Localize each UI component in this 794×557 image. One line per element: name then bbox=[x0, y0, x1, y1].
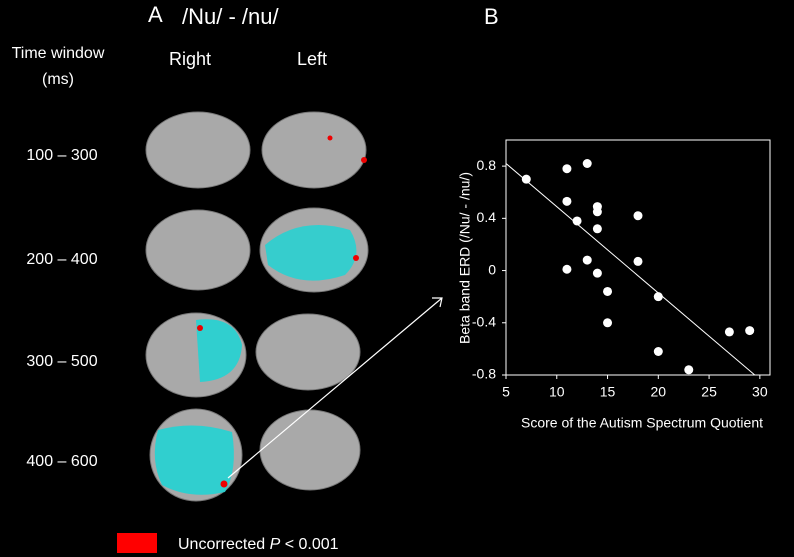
activation-spot bbox=[220, 480, 228, 488]
legend-text: Uncorrected bbox=[178, 536, 265, 553]
activation-spot bbox=[361, 157, 367, 163]
data-point bbox=[592, 207, 602, 217]
y-tick-label: 0.4 bbox=[477, 209, 497, 225]
column-header: Left bbox=[297, 49, 327, 69]
panel-title: /Nu/ - /nu/ bbox=[182, 4, 279, 29]
brain-images bbox=[145, 111, 369, 502]
activation-spot bbox=[353, 255, 359, 261]
data-point bbox=[562, 164, 572, 174]
arrow-head bbox=[432, 297, 443, 308]
x-axis-label: Score of the Autism Spectrum Quotient bbox=[521, 415, 763, 431]
brain bbox=[145, 209, 251, 291]
activation-spot bbox=[197, 325, 203, 331]
data-point bbox=[592, 268, 602, 278]
data-point bbox=[562, 196, 572, 206]
data-point bbox=[521, 174, 531, 184]
data-point bbox=[603, 318, 613, 328]
x-tick-label: 5 bbox=[502, 384, 510, 400]
data-point bbox=[653, 292, 663, 302]
activation-region bbox=[196, 319, 242, 382]
y-tick-label: -0.8 bbox=[472, 366, 496, 382]
column-header: Right bbox=[169, 49, 211, 69]
legend-swatch bbox=[117, 533, 157, 553]
data-point bbox=[653, 347, 663, 356]
arrow bbox=[227, 297, 443, 479]
data-point bbox=[582, 255, 592, 265]
y-tick-label: 0.8 bbox=[477, 157, 497, 173]
activation-region bbox=[154, 425, 234, 495]
row-label: 200 – 400 bbox=[26, 251, 97, 268]
activation-region bbox=[265, 225, 357, 281]
panel-label: B bbox=[484, 4, 499, 29]
data-point bbox=[592, 224, 602, 234]
brain bbox=[261, 111, 367, 189]
data-point bbox=[572, 216, 582, 226]
x-tick-label: 10 bbox=[549, 384, 565, 400]
legend-text: < 0.001 bbox=[285, 536, 339, 553]
plot-frame bbox=[505, 139, 771, 376]
legend-text: P bbox=[270, 536, 281, 553]
row-label: 400 – 600 bbox=[26, 453, 97, 470]
data-point bbox=[724, 327, 734, 337]
row-label: 100 – 300 bbox=[26, 147, 97, 164]
legend-label: Uncorrected P < 0.001 bbox=[178, 536, 339, 553]
data-point bbox=[745, 326, 755, 336]
activation-spot bbox=[327, 135, 333, 141]
brain bbox=[259, 409, 361, 491]
time-header: (ms) bbox=[42, 71, 74, 88]
data-point bbox=[582, 159, 592, 168]
brain bbox=[255, 313, 361, 391]
x-tick-label: 30 bbox=[752, 384, 768, 400]
trend-line bbox=[505, 163, 756, 376]
panel-label: A bbox=[148, 2, 163, 27]
x-tick-label: 25 bbox=[701, 384, 717, 400]
data-point bbox=[633, 256, 643, 266]
y-axis-label: Beta band ERD (/Nu/ - /nu/) bbox=[457, 172, 473, 344]
data-point bbox=[603, 286, 613, 296]
brain bbox=[145, 111, 251, 189]
x-tick-label: 15 bbox=[600, 384, 616, 400]
data-point bbox=[562, 264, 572, 274]
data-point bbox=[684, 365, 694, 375]
data-point bbox=[633, 211, 643, 221]
x-tick-label: 20 bbox=[651, 384, 667, 400]
y-tick-label: 0 bbox=[488, 261, 496, 277]
row-label: 300 – 500 bbox=[26, 353, 97, 370]
scatter-plot: -0.8 -0.4 0 0.4 0.8 5 10 15 20 25 30 bbox=[472, 139, 771, 400]
time-header: Time window bbox=[12, 45, 105, 62]
y-tick-label: -0.4 bbox=[472, 313, 496, 329]
